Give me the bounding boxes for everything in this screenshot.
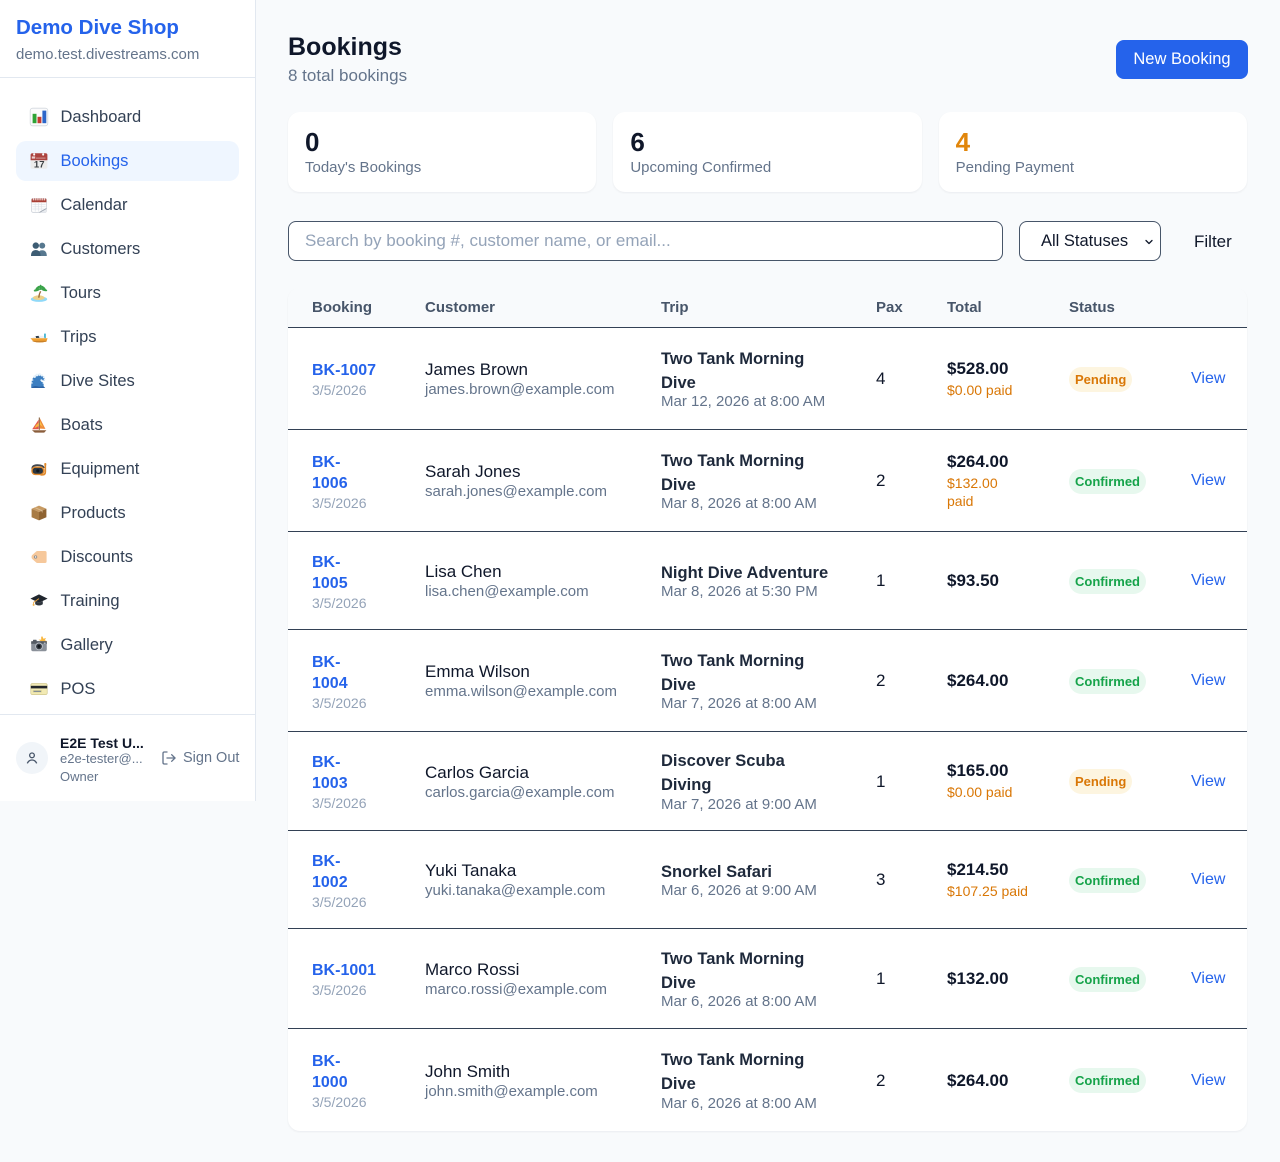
- svg-text:17: 17: [34, 160, 45, 171]
